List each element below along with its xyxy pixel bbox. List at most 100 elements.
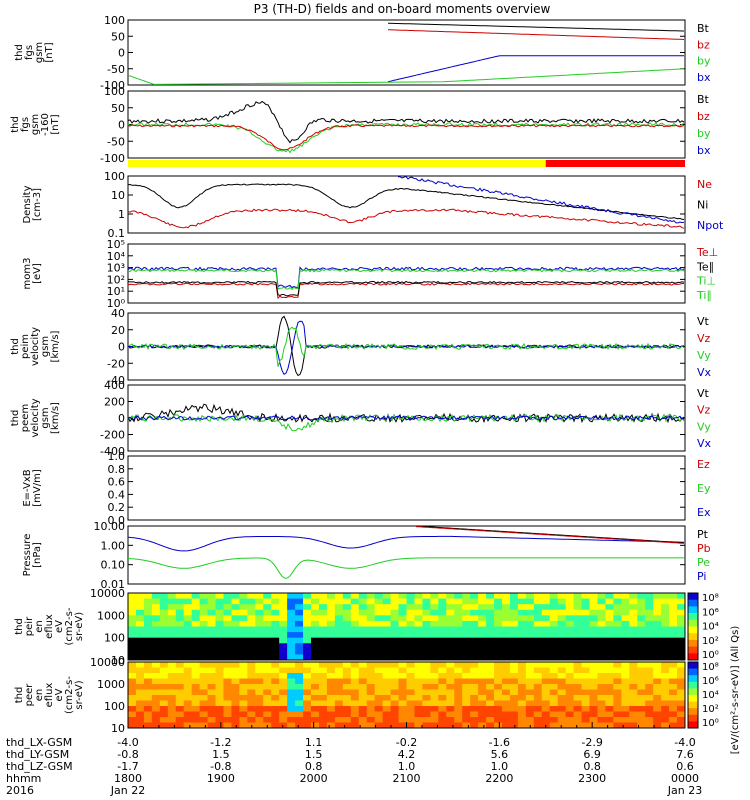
spectrogram-cell [478, 700, 487, 707]
spectrogram-cell [517, 689, 527, 696]
spectrogram-cell [279, 678, 288, 685]
spectrogram-cell [128, 604, 137, 611]
spectrogram-cell [215, 706, 224, 712]
spectrogram-cell [430, 673, 439, 679]
spectrogram-cell [374, 593, 384, 600]
spectrogram-cell [486, 637, 495, 644]
spectrogram-cell [135, 593, 145, 600]
spectrogram-cell [414, 673, 423, 679]
spectrogram-cell [494, 722, 503, 729]
spectrogram-cell [525, 711, 535, 718]
spectrogram-cell [414, 620, 423, 627]
spectrogram-cell [677, 593, 686, 600]
spectrogram-cell [175, 706, 185, 712]
spectrogram-cell [438, 604, 447, 611]
spectrogram-cell [350, 689, 360, 696]
spectrogram-cell [637, 695, 646, 701]
spectrogram-cell [438, 615, 447, 622]
spectrogram-cell [342, 654, 352, 661]
spectrogram-cell [143, 689, 153, 696]
spectrogram-cell [653, 695, 662, 701]
spectrogram-cell [430, 626, 439, 633]
spectrogram-cell [470, 695, 479, 701]
spectrogram-cell [637, 615, 646, 622]
spectrogram-cell [430, 637, 439, 644]
spectrogram-cell [486, 654, 495, 661]
spectrogram-cell [470, 717, 479, 723]
spectrogram-cell [501, 684, 511, 690]
spectrogram-cell [637, 598, 646, 605]
spectrogram-cell [239, 662, 248, 668]
spectrogram-cell [287, 654, 296, 661]
spectrogram-cell [128, 678, 137, 685]
spectrogram-cell [303, 615, 312, 622]
spectrogram-cell [597, 717, 606, 723]
spectrogram-cell [661, 695, 670, 701]
spectrogram-cell [318, 673, 328, 679]
spectrogram-cell [223, 632, 232, 639]
x-tick-label: 2000 [300, 772, 328, 785]
spectrogram-cell [677, 706, 686, 712]
legend-npot: Npot [697, 219, 724, 232]
spectrogram-cell [661, 637, 670, 644]
x-tick-label: -0.8 [210, 760, 231, 773]
colorbar-cell [688, 671, 698, 675]
spectrogram-cell [303, 648, 312, 655]
spectrogram-cell [374, 632, 384, 639]
spectrogram-cell [215, 620, 224, 627]
spectrogram-cell [549, 598, 559, 605]
spectrogram-cell [589, 648, 598, 655]
spectrogram-cell [215, 717, 224, 723]
spectrogram-cell [533, 620, 543, 627]
spectrogram-cell [255, 593, 264, 600]
spectrogram-cell [318, 695, 328, 701]
spectrogram-cell [557, 689, 567, 696]
spectrogram-cell [239, 626, 248, 633]
spectrogram-cell [342, 620, 352, 627]
spectrogram-cell [565, 700, 575, 707]
spectrogram-cell [446, 673, 455, 679]
spectrogram-cell [223, 598, 232, 605]
spectrogram-cell [653, 706, 662, 712]
spectrogram-cell [311, 695, 320, 701]
y-tick-label: 100 [104, 85, 125, 98]
spectrogram-cell [390, 598, 400, 605]
colorbar-cell [688, 636, 698, 639]
spectrogram-cell [374, 689, 384, 696]
spectrogram-cell [637, 673, 646, 679]
spectrogram-cell [605, 654, 614, 661]
spectrogram-cell [470, 637, 479, 644]
colorbar-cell [688, 616, 698, 619]
spectrogram-cell [167, 620, 177, 627]
spectrogram-cell [677, 643, 686, 650]
spectrogram-cell [239, 598, 248, 605]
spectrogram-cell [159, 673, 169, 679]
spectrogram-cell [271, 593, 280, 600]
y-tick-label: 0.01 [101, 578, 126, 591]
spectrogram-cell [621, 700, 630, 707]
spectrogram-cell [303, 678, 312, 685]
spectrogram-cell [350, 637, 360, 644]
spectrogram-cell [287, 684, 296, 690]
spectrogram-cell [637, 637, 646, 644]
colorbar-cell [688, 683, 698, 686]
pe-trace [127, 557, 684, 579]
spectrogram-cell [581, 689, 591, 696]
spectrogram-cell [645, 620, 654, 627]
spectrogram-cell [486, 598, 495, 605]
spectrogram-cell [494, 678, 503, 685]
spectrogram-cell [318, 678, 328, 685]
y-axis-label: thd [14, 618, 25, 635]
spectrogram-cell [470, 654, 479, 661]
spectrogram-cell [557, 654, 567, 661]
spectrogram-cell [191, 711, 201, 718]
y-tick-label: 20 [111, 324, 125, 337]
spectrogram-cell [581, 620, 591, 627]
spectrogram-cell [509, 654, 519, 661]
spectrogram-cell [653, 700, 662, 707]
spectrogram-cell [565, 678, 575, 685]
spectrogram-cell [478, 626, 487, 633]
spectrogram-cell [223, 615, 232, 622]
spectrogram-cell [557, 673, 567, 679]
